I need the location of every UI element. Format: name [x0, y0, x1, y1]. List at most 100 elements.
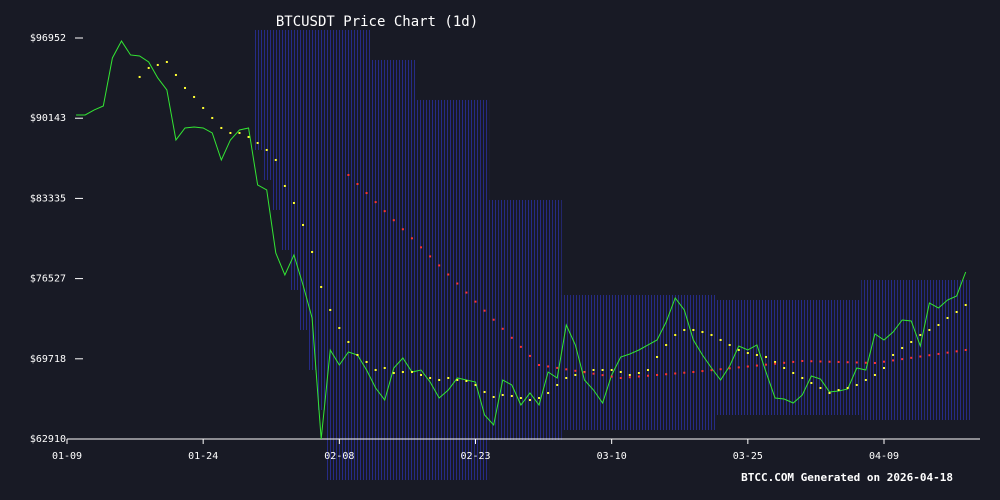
band-segment: [289, 29, 299, 290]
band-segment: [334, 29, 344, 481]
average-dot: [329, 308, 332, 311]
average-dot: [828, 360, 831, 363]
band-segment: [688, 294, 698, 431]
average-dot: [202, 106, 205, 109]
average-dot: [302, 223, 305, 226]
average-dot: [910, 356, 913, 359]
average-dot: [701, 370, 704, 373]
average-dot: [247, 135, 250, 138]
band-segment: [607, 294, 617, 431]
average-dot: [764, 363, 767, 366]
band-segment: [943, 279, 953, 420]
average-dot: [610, 375, 613, 378]
band-segment: [788, 299, 798, 415]
average-dot: [964, 303, 967, 306]
average-dot: [220, 126, 223, 129]
average-dot: [674, 333, 677, 336]
average-dot: [193, 95, 196, 98]
average-dot: [374, 201, 377, 204]
average-dot: [556, 383, 559, 386]
average-dot: [873, 373, 876, 376]
x-tick-label: 03-10: [597, 451, 627, 462]
average-dot: [456, 282, 459, 285]
average-dot: [283, 184, 286, 187]
average-dot: [311, 250, 314, 253]
average-dot: [392, 219, 395, 222]
average-dot: [819, 360, 822, 363]
x-tick-label: 02-23: [460, 451, 490, 462]
average-dot: [447, 273, 450, 276]
average-dot: [547, 392, 550, 395]
band-segment: [262, 29, 272, 180]
average-dot: [919, 355, 922, 358]
average-dot: [474, 383, 477, 386]
average-dot: [229, 131, 232, 134]
average-dot: [492, 395, 495, 398]
average-dot: [964, 348, 967, 351]
average-dot: [646, 374, 649, 377]
average-dot: [156, 63, 159, 66]
band-segment: [253, 29, 263, 150]
average-dot: [184, 86, 187, 89]
average-dot: [565, 368, 568, 371]
average-dot: [138, 75, 141, 78]
average-dot: [528, 354, 531, 357]
average-dot: [719, 368, 722, 371]
average-dot: [783, 361, 786, 364]
average-dot: [946, 351, 949, 354]
band-segment: [634, 294, 644, 431]
band-segment: [806, 299, 816, 415]
band-segment: [598, 294, 608, 431]
y-tick-label: $83335: [30, 193, 66, 204]
average-dot: [365, 192, 368, 195]
average-dot: [456, 378, 459, 381]
average-dot: [683, 328, 686, 331]
average-dot: [792, 360, 795, 363]
average-dot: [410, 370, 413, 373]
average-dot: [610, 368, 613, 371]
average-dot: [764, 355, 767, 358]
band-segment: [879, 279, 889, 420]
band-segment: [380, 59, 390, 481]
average-dot: [401, 370, 404, 373]
average-dot: [519, 396, 522, 399]
band-segment: [915, 279, 925, 420]
chart-title: BTCUSDT Price Chart (1d): [276, 14, 478, 30]
average-dot: [637, 375, 640, 378]
band-segment: [797, 299, 807, 415]
average-dot: [819, 386, 822, 389]
band-segment: [352, 29, 363, 481]
average-dot: [601, 368, 604, 371]
average-dot: [783, 366, 786, 369]
average-dot: [383, 210, 386, 213]
band-segment: [852, 299, 862, 415]
average-dot: [519, 345, 522, 348]
average-dot: [901, 358, 904, 361]
average-dot: [728, 367, 731, 370]
band-segment: [643, 294, 653, 431]
y-tick-label: $90143: [30, 113, 66, 124]
band-segment: [779, 299, 789, 415]
band-segment: [706, 294, 717, 431]
average-dot: [710, 369, 713, 372]
average-dot: [474, 300, 477, 303]
average-dot: [665, 373, 668, 376]
average-dot: [937, 323, 940, 326]
band-segment: [552, 199, 562, 441]
band-segment: [325, 29, 335, 481]
average-dot: [174, 73, 177, 76]
average-dot: [892, 353, 895, 356]
average-dot: [165, 60, 168, 63]
average-dot: [646, 368, 649, 371]
band-segment: [843, 299, 853, 415]
y-tick-label: $96952: [30, 33, 66, 44]
band-segment: [398, 59, 408, 481]
average-dot: [547, 365, 550, 368]
average-dot: [946, 316, 949, 319]
average-dot: [928, 328, 931, 331]
average-dot: [438, 378, 441, 381]
average-dot: [392, 371, 395, 374]
average-dot: [774, 362, 777, 365]
